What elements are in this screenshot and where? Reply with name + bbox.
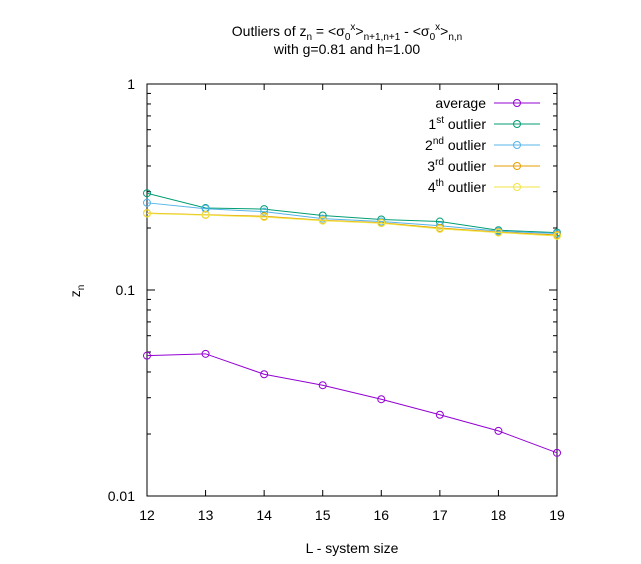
legend-swatch-marker — [513, 120, 521, 128]
x-axis-ticks: 12 13 14 15 16 17 18 19 — [139, 84, 565, 523]
series-line-o4 — [146, 213, 558, 237]
chart-title-line2: with g=0.81 and h=1.00 — [273, 41, 421, 57]
legend-entry-o4: 4th outlier — [428, 178, 540, 195]
data-point-o4 — [201, 211, 210, 220]
legend-label: 1st outlier — [428, 115, 486, 132]
legend-swatch-marker — [513, 99, 521, 107]
series-layer — [143, 189, 561, 457]
x-tick-label: 16 — [373, 507, 389, 523]
legend-swatch-marker — [513, 141, 521, 149]
data-point-average — [318, 381, 327, 390]
data-point-o2 — [260, 207, 269, 216]
data-point-o4 — [318, 216, 327, 225]
data-point-average — [553, 448, 561, 457]
data-point-average — [260, 370, 269, 379]
chart-title-line1: Outliers of zn = <σ0x>n+1,n+1 - <σ0x>n,n — [232, 22, 462, 43]
x-tick-label: 18 — [491, 507, 507, 523]
data-point-average — [201, 349, 210, 358]
series-line-o1 — [146, 192, 558, 234]
y-tick-label: 0.1 — [116, 282, 136, 298]
series-o4 — [143, 209, 561, 240]
data-point-o4 — [494, 228, 503, 237]
legend-swatch-marker — [513, 183, 521, 191]
legend-entry-o1: 1st outlier — [428, 115, 540, 132]
data-point-o2 — [143, 198, 151, 207]
data-point-o4 — [435, 224, 444, 233]
x-axis-label: L - system size — [306, 540, 399, 556]
series-line-o2 — [146, 202, 558, 235]
legend-label: average — [435, 95, 486, 111]
x-tick-label: 15 — [315, 507, 331, 523]
data-point-o4 — [143, 209, 151, 218]
legend-label: 2nd outlier — [425, 136, 486, 153]
data-point-average — [377, 395, 386, 404]
legend-label: 4th outlier — [428, 178, 486, 195]
data-point-o1 — [143, 189, 151, 198]
plot-frame — [146, 83, 558, 497]
series-average — [143, 349, 561, 457]
data-point-o4 — [377, 219, 386, 228]
x-tick-label: 17 — [432, 507, 448, 523]
data-point-average — [143, 351, 151, 360]
legend-swatch-marker — [513, 162, 521, 170]
y-axis-ticks: 0.01 0.1 1 — [108, 76, 557, 504]
data-point-o4 — [260, 213, 269, 222]
x-tick-label: 19 — [549, 507, 565, 523]
data-point-o4 — [553, 231, 561, 240]
y-tick-label: 0.01 — [108, 488, 135, 504]
legend: average 1st outlier 2nd outlier 3rd outlier… — [425, 95, 540, 195]
x-tick-label: 14 — [256, 507, 272, 523]
legend-entry-o3: 3rd outlier — [427, 157, 540, 174]
x-tick-label: 13 — [198, 507, 214, 523]
legend-entry-average: average — [435, 95, 540, 111]
x-tick-label: 12 — [139, 507, 155, 523]
legend-entry-o2: 2nd outlier — [425, 136, 540, 153]
y-axis-label: zn — [67, 285, 87, 298]
legend-label: 3rd outlier — [427, 157, 486, 174]
data-point-average — [435, 410, 444, 419]
series-line-average — [146, 353, 558, 454]
y-tick-label: 1 — [127, 76, 135, 92]
data-point-o2 — [201, 204, 210, 213]
data-point-average — [494, 426, 503, 435]
